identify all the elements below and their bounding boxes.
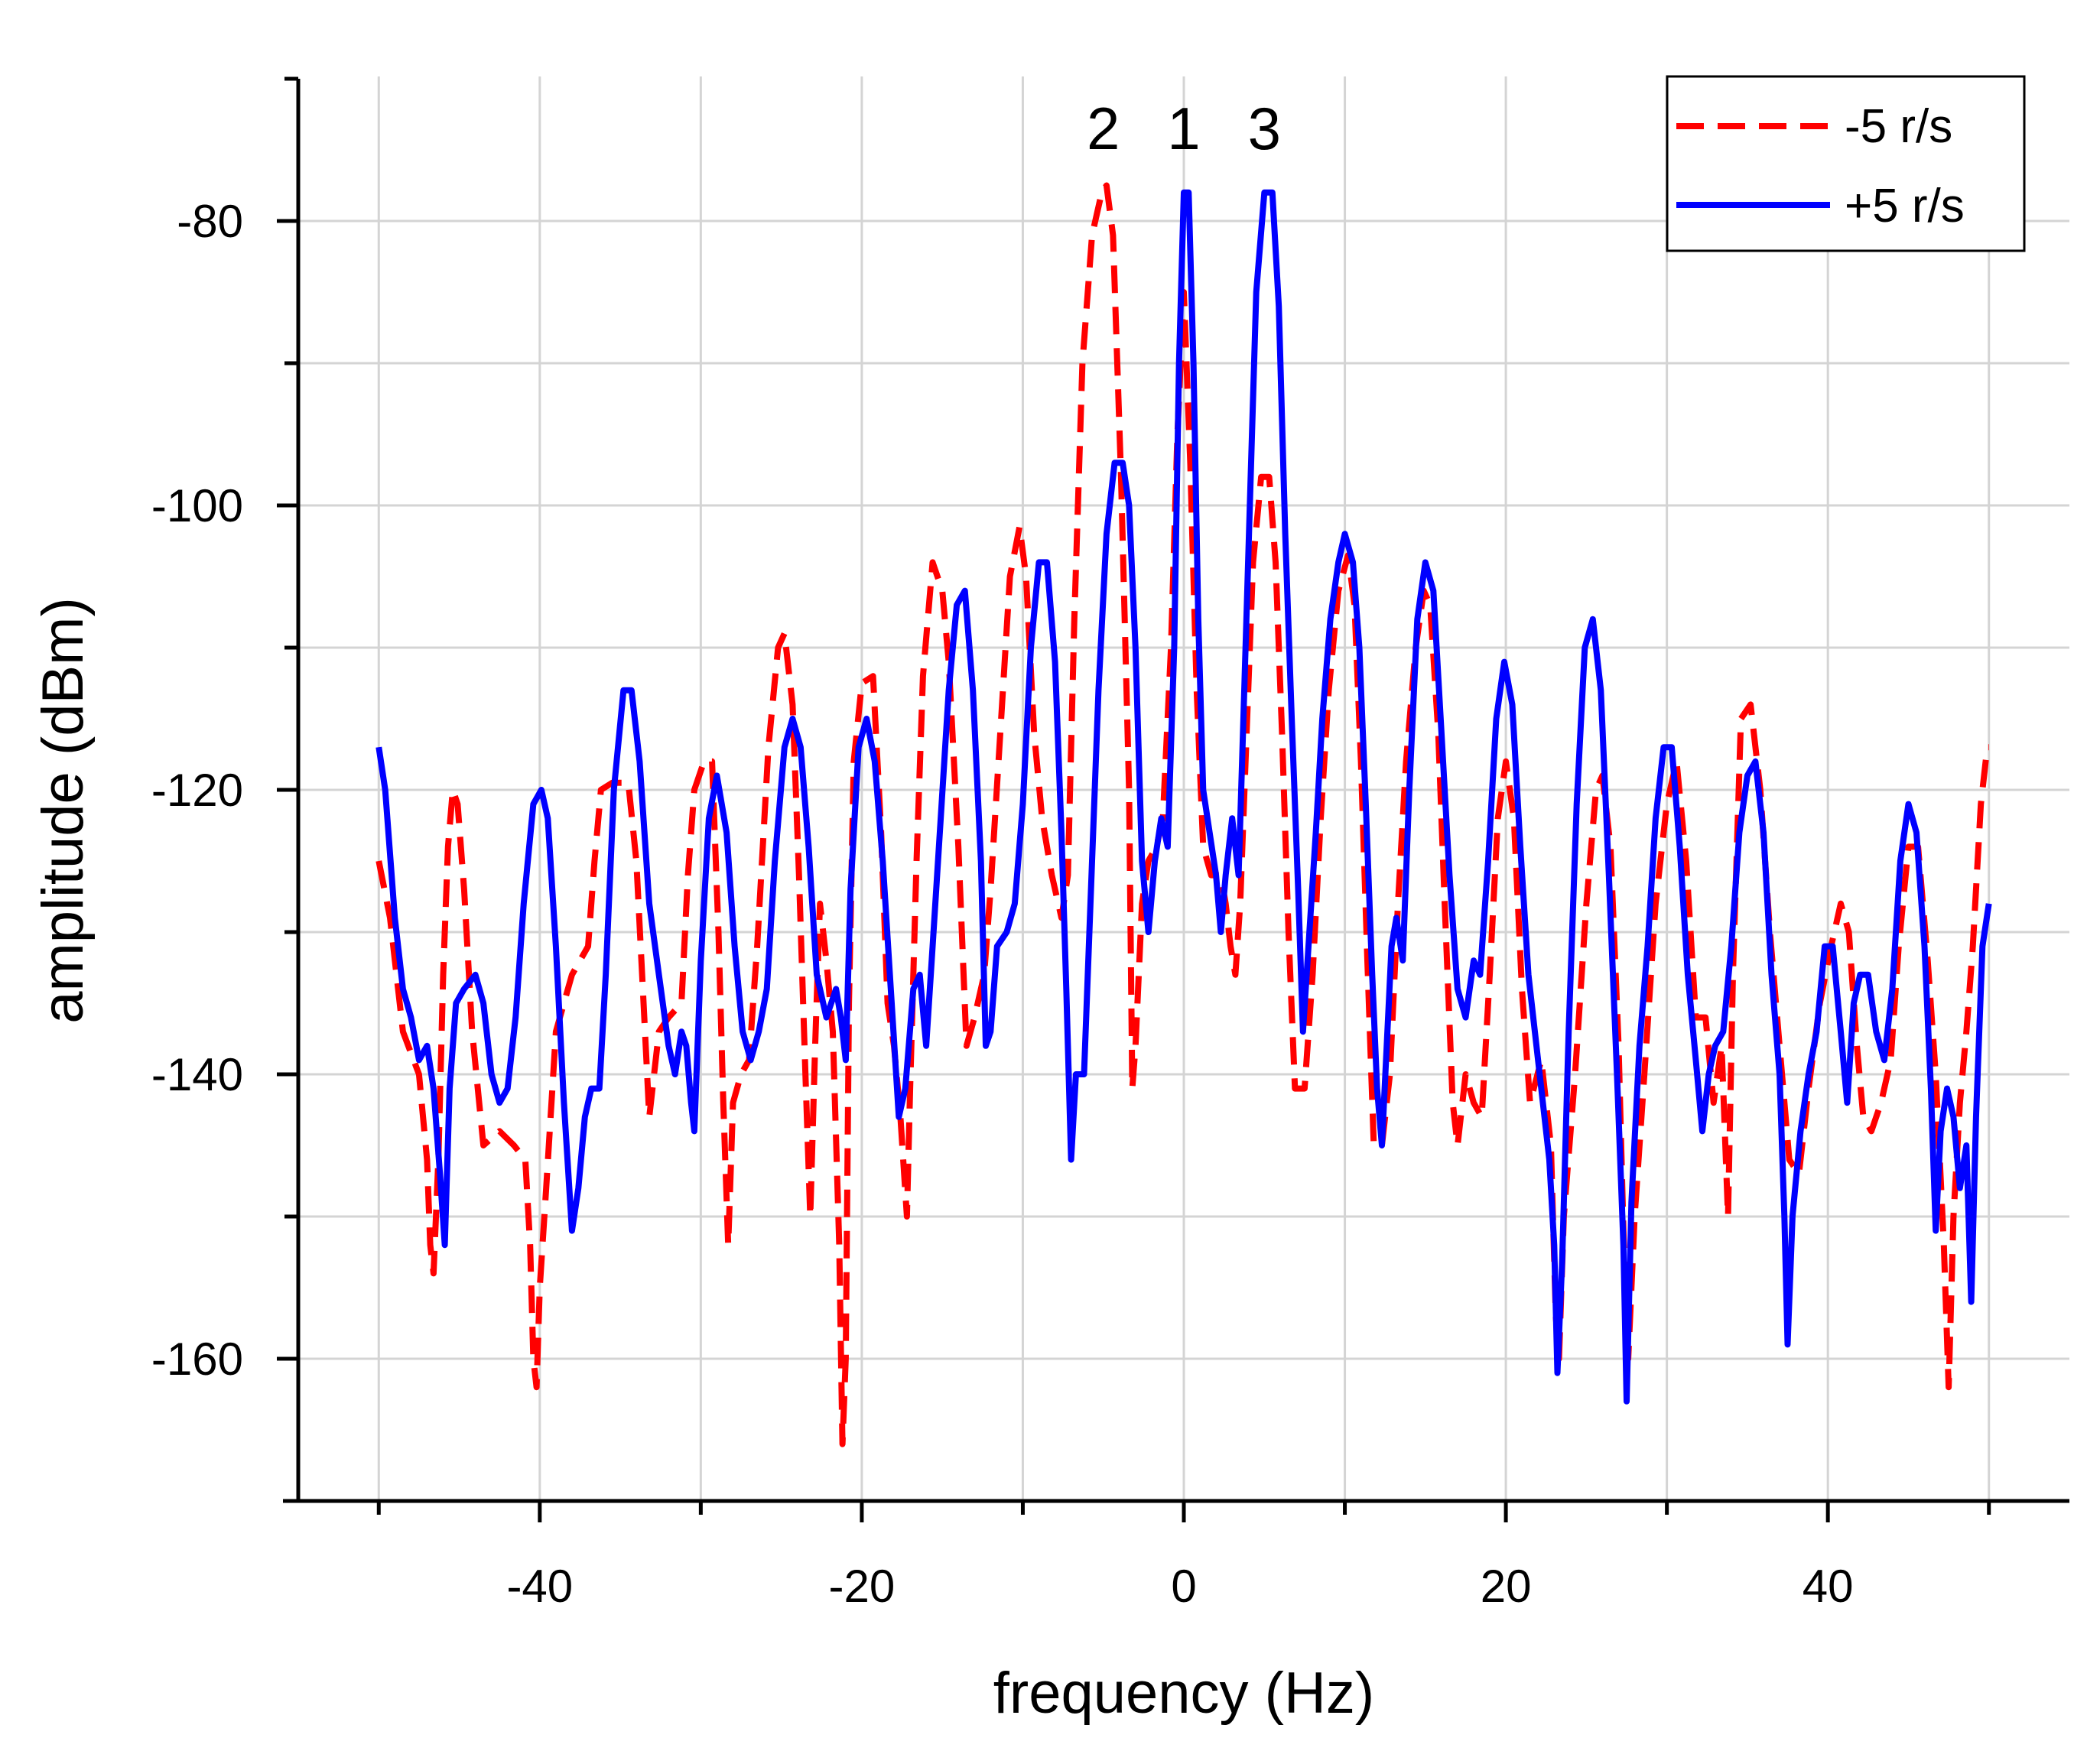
legend[interactable]: -5 r/s +5 r/s: [1666, 75, 2026, 252]
x-tick-label: -20: [829, 1561, 896, 1612]
legend-label-series-1: -5 r/s: [1845, 100, 1952, 153]
series-group: [375, 182, 1992, 1447]
x-tick-label: 40: [1803, 1561, 1854, 1612]
legend-box: [1666, 75, 2026, 252]
legend-label-series-2: +5 r/s: [1845, 180, 1965, 232]
y-tick-label: -120: [151, 765, 243, 816]
x-tick-label: -40: [506, 1561, 573, 1612]
y-tick-label: -80: [177, 196, 243, 247]
grid: [298, 76, 2069, 1501]
peak-label-1: 1: [1167, 95, 1200, 162]
series-line-2: [375, 189, 1992, 1405]
y-tick-label: -160: [151, 1334, 243, 1385]
x-axis-title: frequency (Hz): [993, 1661, 1374, 1726]
y-axis-title: amplitude (dBm): [31, 597, 96, 1024]
x-tick-label: 0: [1171, 1561, 1196, 1612]
x-ticks: -40 -20 0 20 40: [376, 1501, 1991, 1612]
y-ticks: -80 -100 -120 -140 -160: [151, 76, 298, 1503]
y-tick-label: -100: [151, 480, 243, 531]
peak-label-2: 2: [1087, 95, 1120, 162]
peak-label-3: 3: [1248, 95, 1281, 162]
x-tick-label: 20: [1481, 1561, 1532, 1612]
y-tick-label: -140: [151, 1049, 243, 1100]
